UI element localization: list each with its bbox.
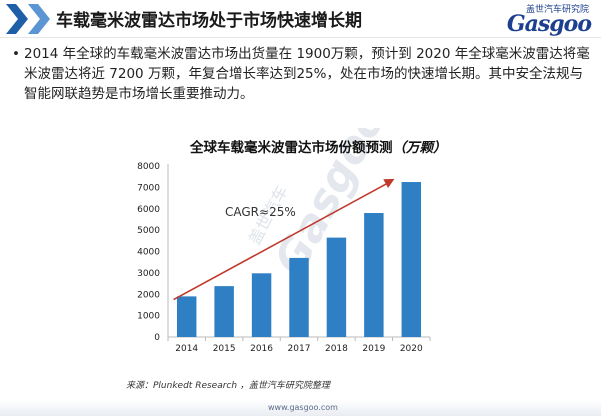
y-tick-label: 7000	[137, 183, 160, 193]
bar	[176, 296, 197, 337]
bullet-icon: •	[12, 46, 20, 62]
x-tick-label: 2018	[325, 344, 348, 354]
bar	[289, 257, 309, 337]
footer-url: www.gasgoo.com	[268, 403, 338, 412]
x-tick-label: 2015	[213, 344, 236, 354]
x-tick-label: 2014	[175, 344, 198, 354]
trend-arrow-line	[173, 183, 387, 301]
bullet-text: 2014 年全球的车载毫米波雷达市场出货量在 1900万颗，预计到 2020 年…	[24, 46, 590, 102]
x-tick-label: 2017	[288, 344, 311, 354]
y-tick-label: 6000	[137, 205, 160, 215]
bar	[251, 273, 272, 337]
chart-title-unit: （万颗）	[392, 140, 447, 156]
cagr-annotation: CAGR≈25%	[225, 205, 296, 219]
x-tick-label: 2016	[250, 344, 273, 354]
bar	[401, 182, 422, 337]
bullet-paragraph: • 2014 年全球的车载毫米波雷达市场出货量在 1900万颗，预计到 2020…	[12, 44, 592, 104]
bar	[326, 237, 347, 337]
slide-header: 车载毫米波雷达市场处于市场快速增长期 盖世汽车研究院 Gasgoo	[0, 0, 601, 38]
y-tick-label: 2000	[137, 290, 160, 300]
page-title: 车载毫米波雷达市场处于市场快速增长期	[56, 11, 362, 31]
y-tick-label: 5000	[137, 226, 160, 236]
chart-title: 全球车载毫米波雷达市场份额预测（万颗）	[190, 136, 447, 156]
x-tick-label: 2019	[362, 344, 385, 354]
trend-arrow-head	[383, 178, 395, 189]
chevron-right-icon	[6, 4, 28, 34]
y-tick-label: 1000	[137, 312, 160, 322]
bar	[364, 213, 384, 337]
chevron-right-icon	[28, 4, 50, 34]
y-tick-label: 0	[154, 333, 160, 343]
x-tick-label: 2020	[400, 344, 423, 354]
bar-chart: 全球车载毫米波雷达市场份额预测（万颗） 盖世汽车 Gasgoo 0 1000 2000 3…	[0, 97, 601, 378]
chart-title-text: 全球车载毫米波雷达市场份额预测	[190, 140, 393, 156]
brand-logo: Gasgoo	[506, 11, 592, 37]
y-tick-label: 8000	[137, 162, 160, 172]
brand-name-cn: 盖世汽车研究院	[525, 5, 589, 15]
header-divider	[0, 37, 601, 38]
y-tick-label: 3000	[137, 269, 160, 279]
source-note: 来源：Plunkedt Research ，盖世汽车研究院整理	[126, 381, 330, 391]
chart-plot: 盖世汽车Gasgoo010002000300040005000600070008…	[137, 97, 431, 354]
bar	[214, 286, 234, 337]
footer-bar	[0, 400, 601, 416]
y-tick-label: 4000	[137, 248, 160, 258]
